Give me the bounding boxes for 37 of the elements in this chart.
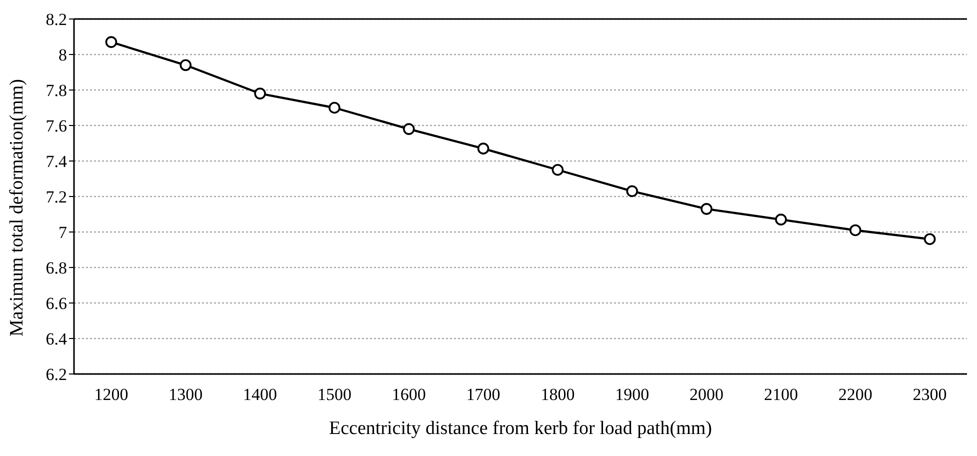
y-tick-label: 6.2 [46, 365, 67, 384]
x-axis-title: Eccentricity distance from kerb for load path(mm) [328, 418, 712, 439]
x-tick-label: 2300 [912, 385, 947, 404]
point [180, 59, 192, 72]
x-tick-label: 2200 [838, 385, 872, 404]
y-tick-label: 7 [58, 223, 68, 242]
y-tick-label: 7.6 [46, 116, 67, 136]
x-tick-label: 1800 [540, 385, 575, 404]
y-axis-title: Maximum total deformation(mm) [6, 78, 28, 336]
point [626, 185, 638, 198]
y-tick-label: 8 [58, 46, 67, 65]
x-tick-label: 1900 [615, 385, 650, 404]
y-tick-label: 7.2 [46, 188, 67, 207]
point [552, 164, 564, 176]
point [849, 224, 862, 236]
x-tick-label: 2000 [690, 385, 724, 404]
point [328, 102, 340, 114]
point [402, 123, 415, 135]
x-tick-label: 1400 [243, 385, 278, 404]
x-tick-label: 1500 [317, 385, 352, 404]
y-tick-label: 6.6 [46, 294, 67, 314]
x-tick-label: 1300 [168, 385, 203, 404]
x-tick-label: 1600 [392, 385, 426, 404]
y-tick-label: 6.8 [46, 258, 67, 278]
x-tick-label: 2100 [764, 385, 798, 404]
point [105, 36, 118, 48]
point [700, 203, 712, 215]
y-tick-label: 6.4 [46, 330, 68, 349]
x-tick-label: 1700 [466, 385, 500, 404]
point [254, 88, 266, 100]
x-tick-label: 1200 [94, 385, 128, 404]
y-tick-label: 7.4 [46, 152, 68, 172]
point [924, 233, 936, 245]
point [477, 142, 490, 154]
y-tick-label: 8.2 [46, 10, 67, 30]
point [775, 214, 787, 226]
y-tick-label: 7.8 [46, 81, 67, 100]
